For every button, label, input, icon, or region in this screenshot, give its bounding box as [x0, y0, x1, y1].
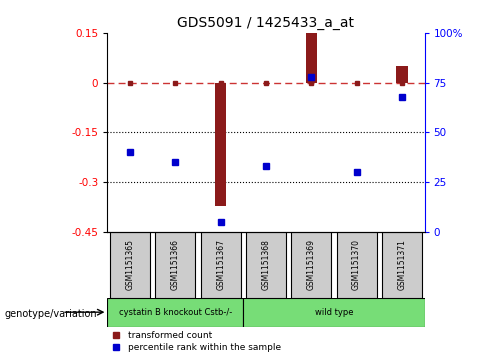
Text: GSM1151365: GSM1151365: [125, 240, 135, 290]
Bar: [337, 232, 377, 298]
Legend: transformed count, percentile rank within the sample: transformed count, percentile rank withi…: [112, 331, 281, 352]
Bar: [305, 33, 317, 82]
Bar: [110, 232, 150, 298]
Text: cystatin B knockout Cstb-/-: cystatin B knockout Cstb-/-: [119, 308, 232, 317]
Text: wild type: wild type: [315, 308, 353, 317]
Bar: [246, 232, 286, 298]
Text: GSM1151370: GSM1151370: [352, 240, 361, 290]
Text: genotype/variation: genotype/variation: [5, 309, 98, 319]
Bar: [291, 232, 331, 298]
Text: GSM1151368: GSM1151368: [262, 240, 270, 290]
Bar: [215, 82, 226, 206]
Bar: [244, 298, 425, 327]
Text: GSM1151366: GSM1151366: [171, 240, 180, 290]
Bar: [382, 232, 422, 298]
Bar: [155, 232, 195, 298]
Bar: [201, 232, 241, 298]
Title: GDS5091 / 1425433_a_at: GDS5091 / 1425433_a_at: [178, 16, 354, 30]
Text: GSM1151369: GSM1151369: [307, 240, 316, 290]
Text: GSM1151367: GSM1151367: [216, 240, 225, 290]
Text: GSM1151371: GSM1151371: [397, 240, 407, 290]
Bar: [396, 66, 407, 82]
Bar: [107, 298, 244, 327]
